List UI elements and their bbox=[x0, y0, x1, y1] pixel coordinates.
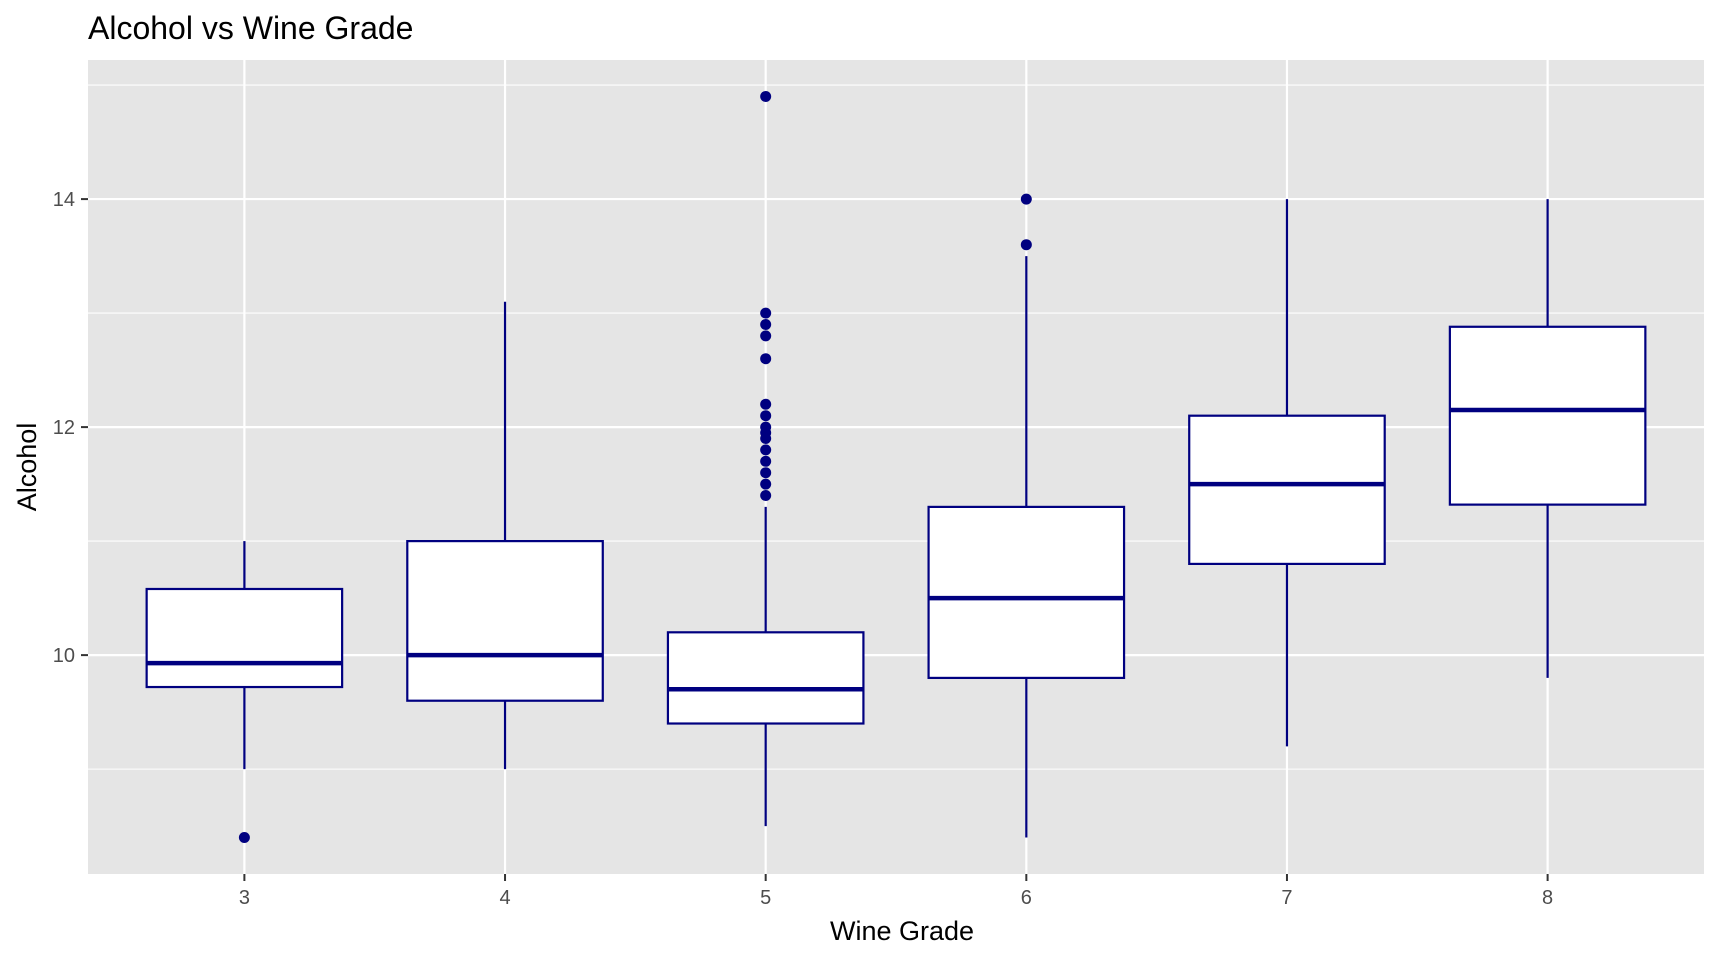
box-category-5 bbox=[666, 90, 865, 827]
y-tick-label: 10 bbox=[53, 645, 75, 667]
y-tick-label: 12 bbox=[53, 417, 75, 439]
box-category-8 bbox=[1448, 199, 1647, 678]
y-tick-label: 14 bbox=[53, 189, 75, 211]
outlier-point bbox=[760, 307, 772, 319]
box-iqr bbox=[145, 587, 344, 689]
boxes-layer bbox=[145, 90, 1647, 844]
x-tick-label: 3 bbox=[239, 887, 250, 909]
x-axis: 3 4 5 6 7 8 bbox=[239, 874, 1553, 909]
box-category-6 bbox=[927, 193, 1126, 838]
y-axis-title: Alcohol bbox=[12, 423, 42, 512]
outlier-point bbox=[760, 330, 772, 342]
outlier-point bbox=[760, 318, 772, 330]
x-axis-title: Wine Grade bbox=[830, 916, 974, 946]
chart-title: Alcohol vs Wine Grade bbox=[88, 10, 413, 46]
outlier-point bbox=[1020, 239, 1032, 251]
box-iqr bbox=[1448, 325, 1647, 506]
x-tick-label: 6 bbox=[1021, 887, 1032, 909]
x-tick-label: 5 bbox=[760, 887, 771, 909]
outlier-point bbox=[760, 444, 772, 456]
outlier-point bbox=[760, 478, 772, 490]
box-category-3 bbox=[145, 541, 344, 844]
box-iqr bbox=[406, 540, 604, 702]
x-tick-label: 4 bbox=[499, 887, 510, 909]
outlier-point bbox=[1020, 193, 1032, 205]
outlier-point bbox=[760, 421, 772, 433]
outlier-point bbox=[760, 410, 772, 422]
y-axis: 10 12 14 bbox=[53, 189, 88, 667]
minor-gridlines bbox=[88, 84, 1704, 770]
box-category-7 bbox=[1188, 199, 1386, 747]
x-tick-label: 7 bbox=[1281, 887, 1292, 909]
outlier-point bbox=[238, 832, 250, 844]
outlier-point bbox=[760, 455, 772, 467]
outlier-point bbox=[760, 353, 772, 365]
outlier-point bbox=[760, 467, 772, 479]
outlier-point bbox=[760, 490, 772, 502]
box-iqr bbox=[1188, 414, 1386, 566]
outlier-point bbox=[760, 90, 772, 102]
outlier-point bbox=[760, 398, 772, 410]
box-iqr bbox=[927, 505, 1126, 680]
x-tick-label: 8 bbox=[1542, 887, 1553, 909]
box-category-4 bbox=[406, 301, 604, 770]
plot-panel bbox=[88, 60, 1704, 874]
box-iqr bbox=[666, 631, 865, 725]
